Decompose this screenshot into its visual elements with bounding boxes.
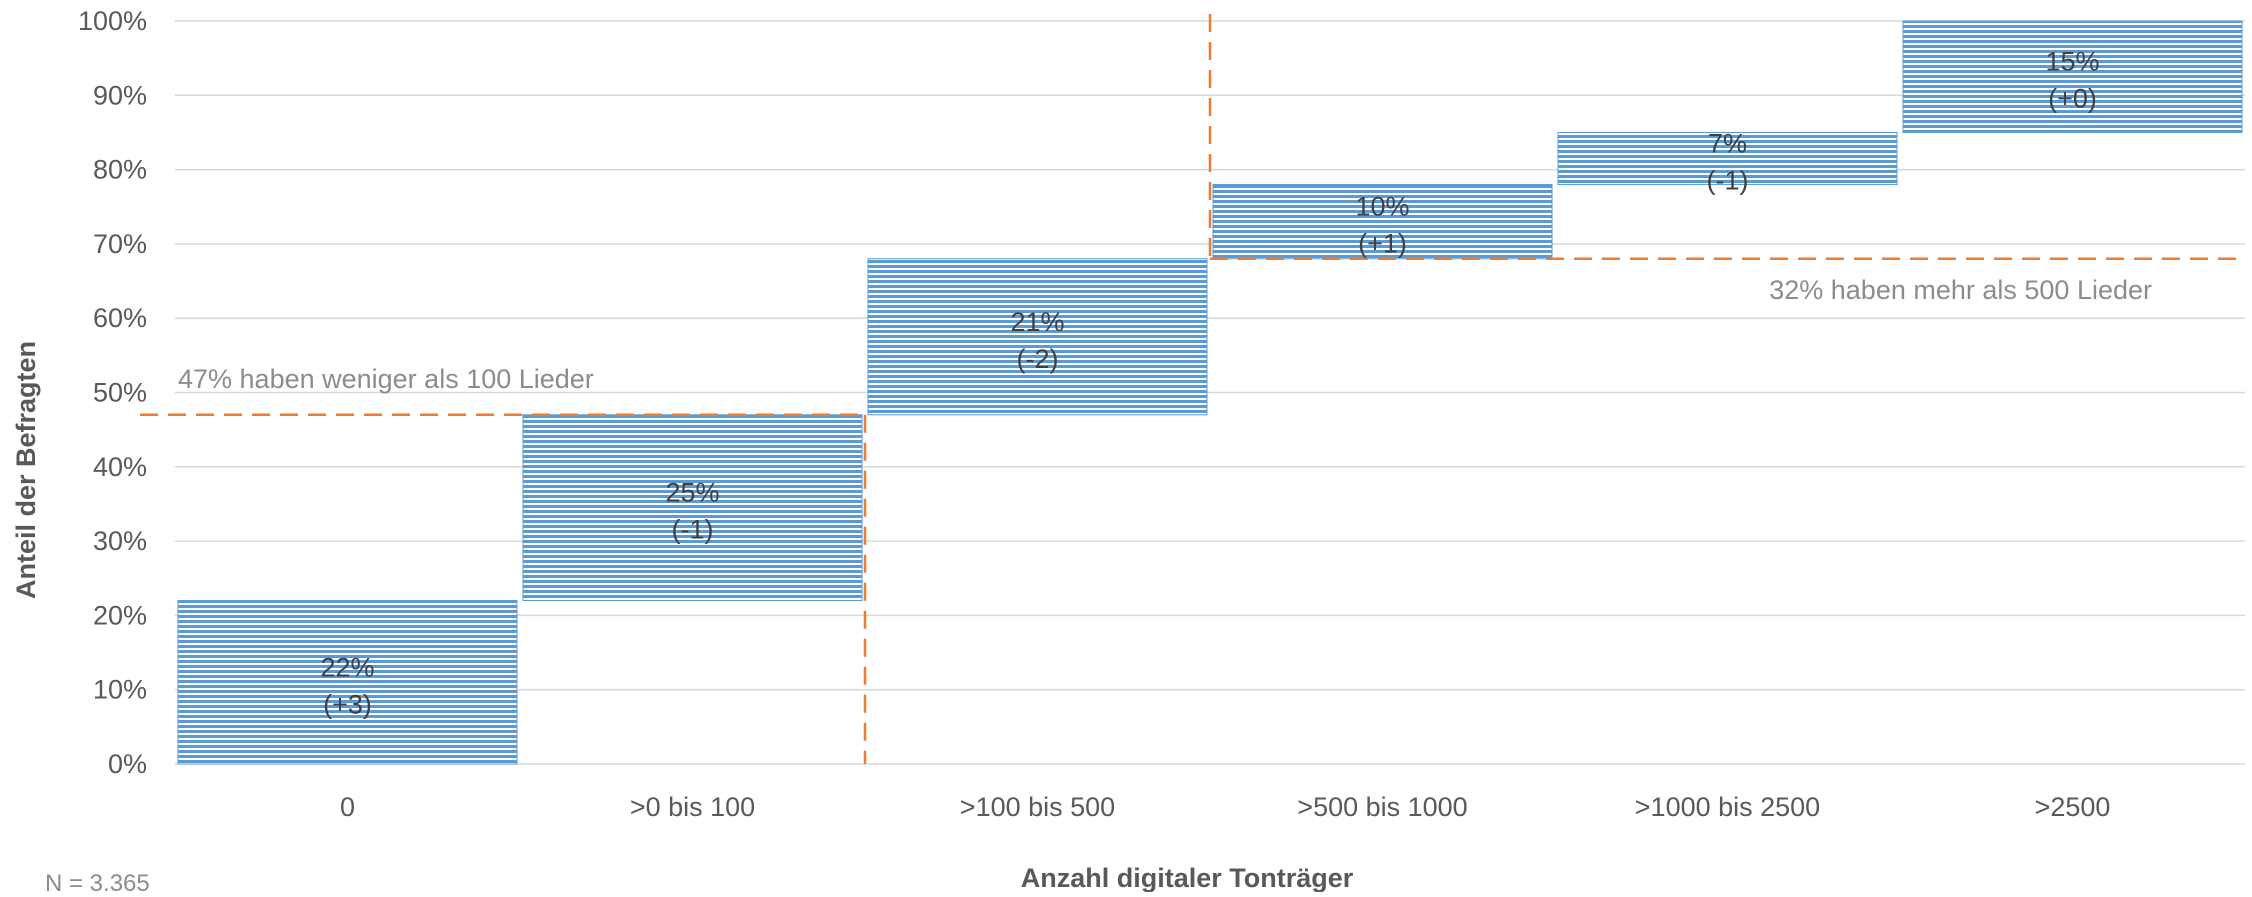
- x-category-label: >2500: [2035, 792, 2111, 822]
- x-axis-categories: 0 >0 bis 100 >100 bis 500 >500 bis 1000 >100…: [340, 792, 2110, 822]
- bar: [867, 258, 1208, 416]
- x-category-label: 0: [340, 792, 355, 822]
- annotation-right: 32% haben mehr als 500 Lieder: [1769, 275, 2152, 305]
- y-tick-label: 90%: [93, 80, 147, 110]
- y-tick-label: 80%: [93, 155, 147, 185]
- x-category-label: >500 bis 1000: [1297, 792, 1467, 822]
- bar-value-label: 10%: [1355, 192, 1409, 222]
- bars: [177, 20, 2243, 765]
- bar-value-label: 15%: [2045, 47, 2099, 77]
- bar-value-label: 22%: [320, 652, 374, 682]
- y-axis-title: Anteil der Befragten: [11, 341, 41, 599]
- bar-change-label: (+0): [2048, 84, 2097, 114]
- y-tick-label: 0%: [108, 749, 147, 779]
- y-tick-label: 100%: [78, 6, 147, 36]
- y-tick-label: 40%: [93, 452, 147, 482]
- bar-change-label: (+1): [1358, 229, 1407, 259]
- x-axis-title: Anzahl digitaler Tonträger: [1021, 863, 1354, 892]
- bar-change-label: (-1): [672, 515, 714, 545]
- x-category-label: >1000 bis 2500: [1635, 792, 1820, 822]
- bar: [1212, 183, 1553, 260]
- reference-lines: [140, 14, 2245, 764]
- bar: [1557, 131, 1898, 185]
- bar: [522, 414, 863, 602]
- y-tick-label: 70%: [93, 229, 147, 259]
- y-tick-label: 60%: [93, 303, 147, 333]
- bar-value-label: 21%: [1010, 307, 1064, 337]
- y-tick-label: 50%: [93, 378, 147, 408]
- y-tick-label: 30%: [93, 526, 147, 556]
- bar-change-label: (-1): [1707, 165, 1749, 195]
- bar-labels: 22% (+3) 25% (-1) 21% (-2) 10% (+1) 7% (-1) 15% (+0…: [320, 47, 2099, 720]
- x-category-label: >0 bis 100: [630, 792, 755, 822]
- y-tick-label: 20%: [93, 600, 147, 630]
- bar: [177, 600, 518, 765]
- bar-value-label: 7%: [1708, 128, 1747, 158]
- bar-value-label: 25%: [665, 478, 719, 508]
- sample-size-note: N = 3.365: [45, 870, 150, 892]
- y-axis-ticks: 0% 10% 20% 30% 40% 50% 60% 70% 80% 90% 100%: [78, 6, 147, 779]
- bar-change-label: (-2): [1017, 344, 1059, 374]
- x-category-label: >100 bis 500: [960, 792, 1115, 822]
- bar-change-label: (+3): [323, 689, 372, 719]
- annotation-left: 47% haben weniger als 100 Lieder: [178, 364, 594, 394]
- bar: [1902, 20, 2243, 133]
- y-tick-label: 10%: [93, 675, 147, 705]
